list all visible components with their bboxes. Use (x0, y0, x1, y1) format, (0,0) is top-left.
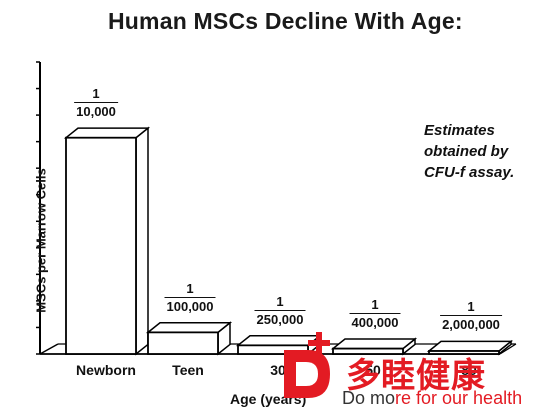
data-label-denominator: 10,000 (76, 104, 116, 119)
data-label-numerator: 1 (467, 299, 475, 314)
data-label: 1 250,000 (254, 294, 306, 327)
category-label: Newborn (76, 362, 136, 378)
bar-front (237, 344, 309, 355)
data-label-numerator: 1 (186, 281, 194, 296)
floor-depth-right (499, 343, 517, 355)
bar-side (135, 126, 149, 356)
chart-title: Human MSCs Decline With Age: (108, 8, 463, 34)
data-label-denominator: 250,000 (256, 312, 304, 327)
data-label-denominator: 2,000,000 (442, 317, 500, 332)
bar-front (332, 347, 404, 355)
bar-front (65, 136, 137, 355)
bar-1 (63, 126, 151, 356)
bar-5 (426, 339, 514, 356)
floor-depth-left (39, 343, 59, 355)
category-label: 30 (270, 362, 286, 378)
annotation-note: Estimates obtained by CFU-f assay. (424, 120, 514, 183)
data-label: 1 2,000,000 (440, 299, 502, 332)
data-label: 1 10,000 (74, 86, 118, 119)
chart-bars (63, 126, 514, 356)
fraction-bar (164, 297, 216, 298)
y-axis-label: MSCs per Marrow Cells (33, 168, 49, 313)
annotation-line-3: CFU-f assay. (424, 164, 515, 181)
data-label-numerator: 1 (276, 294, 284, 309)
bar-2 (145, 321, 233, 356)
data-label-numerator: 1 (92, 86, 100, 101)
annotation-line-2: obtained by (424, 143, 509, 160)
data-label-denominator: 100,000 (166, 299, 214, 314)
bar-top (145, 322, 233, 334)
watermark: 多睦健康 Do more for our health (268, 330, 558, 418)
fraction-bar (440, 315, 502, 316)
category-label: 50 (365, 362, 381, 378)
category-label: 80 (461, 362, 477, 378)
data-label: 1 400,000 (349, 297, 401, 330)
brand-logo-icon (284, 332, 330, 398)
watermark-brand: 多睦健康 (346, 357, 486, 395)
fraction-bar (74, 102, 118, 103)
annotation-line-1: Estimates (424, 122, 495, 139)
fraction-bar (254, 310, 306, 311)
data-label-denominator: 400,000 (351, 315, 399, 330)
fraction-bar (349, 313, 401, 314)
data-label: 1 100,000 (164, 281, 216, 314)
bar-4 (330, 337, 418, 356)
category-label: Teen (172, 362, 204, 378)
watermark-slogan: Do more for our health (342, 388, 522, 409)
bar-front (147, 331, 219, 355)
watermark-slogan-red: re for our health (395, 388, 523, 408)
bar-top (63, 127, 151, 139)
data-label-numerator: 1 (371, 297, 379, 312)
bar-front (428, 350, 500, 355)
watermark-slogan-dark: Do mo (342, 388, 396, 408)
